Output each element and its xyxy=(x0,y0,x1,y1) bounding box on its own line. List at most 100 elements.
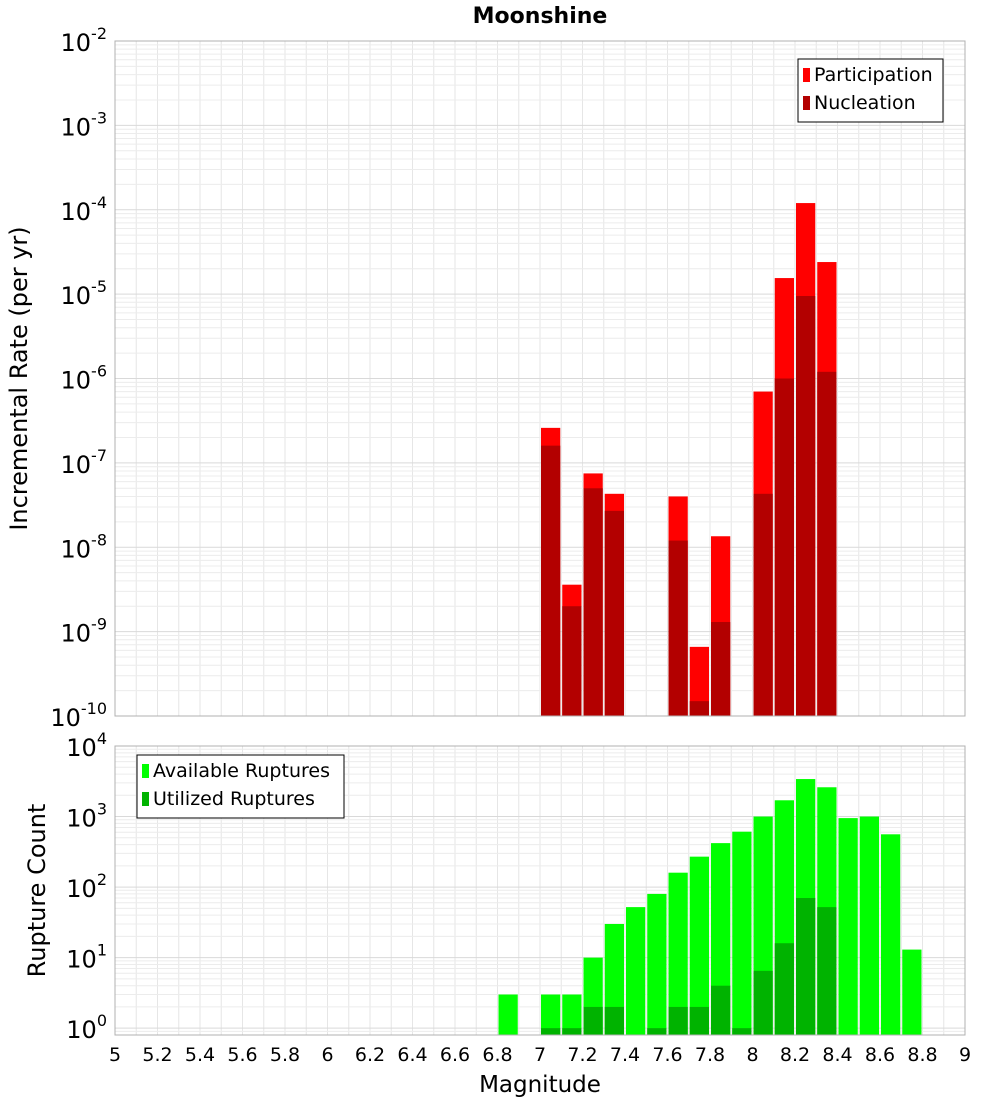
y-tick-label: 10-4 xyxy=(61,193,108,226)
x-tick-label: 5 xyxy=(109,1044,121,1066)
bar xyxy=(647,893,667,1035)
gridlines xyxy=(114,41,966,717)
y-tick-label: 10-9 xyxy=(61,615,108,648)
bar xyxy=(668,1006,688,1035)
x-tick-label: 6 xyxy=(321,1044,333,1066)
y-tick-label: 10-7 xyxy=(61,446,108,479)
bar xyxy=(668,872,688,1035)
bar xyxy=(562,606,582,716)
legend-label: Available Ruptures xyxy=(153,760,330,782)
y-axis-label: Incremental Rate (per yr) xyxy=(5,226,33,530)
x-tick-label: 5.8 xyxy=(270,1044,300,1066)
bar xyxy=(774,943,794,1035)
y-tick-label: 10-8 xyxy=(61,530,108,563)
y-tick-label: 100 xyxy=(66,1011,107,1044)
bar xyxy=(541,994,561,1035)
bar xyxy=(604,510,624,716)
bar xyxy=(881,834,901,1035)
bar xyxy=(604,1006,624,1035)
series-utilized-ruptures xyxy=(541,898,837,1035)
bar xyxy=(689,646,709,716)
x-tick-label: 8.2 xyxy=(780,1044,810,1066)
bar xyxy=(796,898,816,1035)
bar xyxy=(498,994,518,1035)
legend-swatch xyxy=(803,68,810,82)
y-axis-label: Rupture Count xyxy=(23,804,51,978)
bar xyxy=(817,371,837,716)
bar xyxy=(689,856,709,1035)
x-tick-label: 8.8 xyxy=(907,1044,937,1066)
y-tick-labels: 10-10 10-9 10-8 10-7 10-6 10-5 10-4 10-3 10-2 xyxy=(50,24,107,732)
legend: Participation Nucleation xyxy=(797,58,944,123)
x-tick-label: 9 xyxy=(959,1044,971,1066)
bar xyxy=(753,970,773,1035)
legend: Available Ruptures Utilized Ruptures xyxy=(136,754,345,819)
x-tick-label: 7.4 xyxy=(610,1044,640,1066)
bar xyxy=(647,1028,667,1035)
legend-label: Nucleation xyxy=(814,92,916,114)
x-tick-label: 5.6 xyxy=(227,1044,257,1066)
x-axis-label: Magnitude xyxy=(479,1072,601,1098)
bar xyxy=(711,622,731,716)
bar xyxy=(774,378,794,716)
plot-frame xyxy=(114,40,966,717)
x-tick-label: 6.2 xyxy=(355,1044,385,1066)
legend-label: Utilized Ruptures xyxy=(153,788,315,810)
y-tick-label: 101 xyxy=(66,941,107,974)
x-tick-label: 8.6 xyxy=(865,1044,895,1066)
y-tick-label: 10-6 xyxy=(61,362,108,395)
chart-panel-1: 10-10 10-9 10-8 10-7 10-6 10-5 10-4 10-3 10-2 Moo… xyxy=(5,4,966,732)
y-tick-label: 10-2 xyxy=(61,24,108,57)
y-tick-label: 10-3 xyxy=(61,108,108,141)
y-tick-label: 10-5 xyxy=(61,277,108,310)
legend-swatch xyxy=(803,96,810,110)
x-tick-label: 8.4 xyxy=(822,1044,852,1066)
series-nucleation xyxy=(541,296,837,716)
legend-swatch xyxy=(142,764,149,778)
x-tick-labels: 5 5.2 5.4 5.6 5.8 6 6.2 6.4 6.6 6.8 7 7.2 7.4 7.6 7.8 8… xyxy=(109,1044,971,1066)
x-tick-label: 7.6 xyxy=(652,1044,682,1066)
bar xyxy=(732,1028,752,1035)
y-tick-label: 10-10 xyxy=(50,699,107,732)
x-tick-label: 6.4 xyxy=(397,1044,427,1066)
bar xyxy=(583,488,603,716)
legend-box xyxy=(136,754,345,819)
bar xyxy=(689,701,709,716)
chart-panel-2: 100 101 102 103 104 5 5.2 5.4 5.6 5.8 6 6.2 6.4 6.6 6.… xyxy=(23,729,971,1098)
bar xyxy=(626,907,646,1035)
bar xyxy=(732,831,752,1035)
bar xyxy=(753,493,773,716)
bar xyxy=(817,907,837,1035)
x-tick-label: 6.8 xyxy=(482,1044,512,1066)
y-tick-label: 103 xyxy=(66,800,107,833)
bar xyxy=(689,1006,709,1035)
plot-frame xyxy=(114,745,966,1036)
bar xyxy=(711,985,731,1035)
bar xyxy=(583,1006,603,1035)
bar xyxy=(562,994,582,1035)
x-tick-label: 7.8 xyxy=(695,1044,725,1066)
legend-swatch xyxy=(142,792,149,806)
bar xyxy=(541,1028,561,1035)
bar xyxy=(541,445,561,716)
y-tick-label: 102 xyxy=(66,870,107,903)
x-tick-label: 7.2 xyxy=(567,1044,597,1066)
y-tick-label: 104 xyxy=(66,729,107,762)
x-tick-label: 5.4 xyxy=(185,1044,215,1066)
bar xyxy=(838,818,858,1035)
legend-label: Participation xyxy=(814,64,933,86)
x-tick-label: 7 xyxy=(534,1044,546,1066)
y-tick-labels: 100 101 102 103 104 xyxy=(66,729,107,1044)
bar xyxy=(562,1028,582,1035)
x-tick-label: 8 xyxy=(746,1044,758,1066)
chart-title: Moonshine xyxy=(473,4,608,29)
bar xyxy=(796,296,816,716)
x-tick-label: 6.6 xyxy=(440,1044,470,1066)
bar xyxy=(859,816,879,1035)
x-tick-label: 5.2 xyxy=(142,1044,172,1066)
bar xyxy=(902,949,922,1035)
legend-box xyxy=(797,58,944,123)
bar xyxy=(668,540,688,716)
